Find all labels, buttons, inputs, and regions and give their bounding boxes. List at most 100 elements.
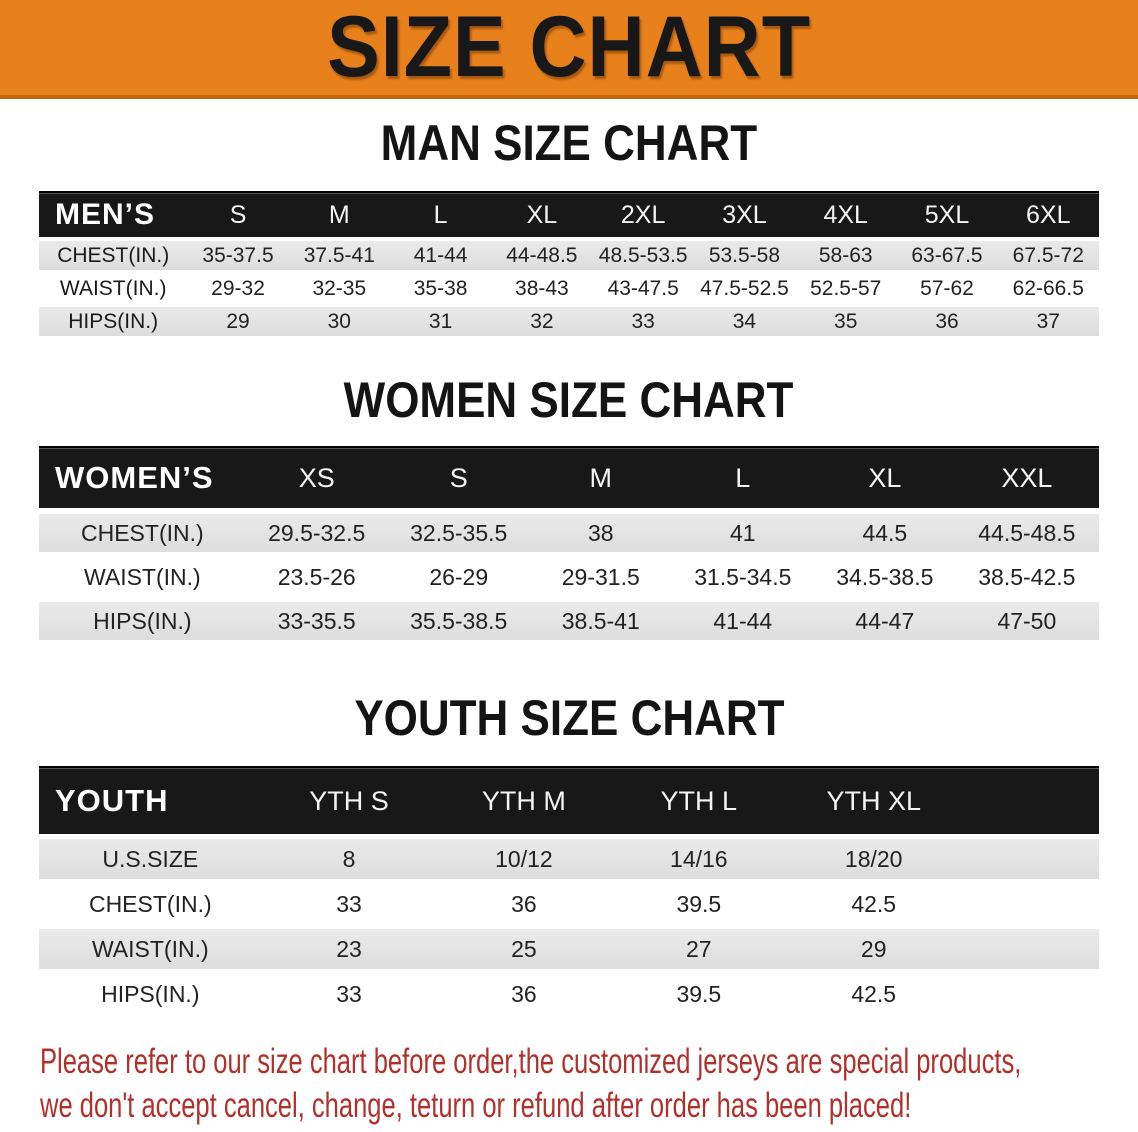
cell-value: 47.5-52.5 bbox=[700, 276, 789, 300]
cell-value: 31.5-34.5 bbox=[694, 563, 792, 590]
youth-size-table: YOUTH YTH S YTH M YTH L YTH XL U.S.SIZE … bbox=[39, 766, 1099, 1014]
cell-value: 23 bbox=[336, 935, 362, 962]
youth-chest-row: CHEST(IN.) 33 36 39.5 42.5 bbox=[39, 884, 1099, 924]
youth-col-l: YTH L bbox=[660, 785, 738, 816]
men-col-m: M bbox=[328, 200, 350, 229]
women-hips-row: HIPS(IN.) 33-35.5 35.5-38.5 38.5-41 41-4… bbox=[39, 602, 1099, 640]
cell-value: 10/12 bbox=[495, 845, 553, 872]
cell-value: 34.5-38.5 bbox=[836, 563, 934, 590]
cell-value: 63-67.5 bbox=[911, 243, 983, 267]
men-col-2xl: 2XL bbox=[620, 200, 666, 229]
youth-section-heading: YOUTH SIZE CHART bbox=[0, 690, 1138, 746]
cell-value: 39.5 bbox=[676, 980, 722, 1007]
youth-col-xl: YTH XL bbox=[826, 785, 921, 816]
women-col-xxl: XXL bbox=[1001, 462, 1053, 493]
men-section-heading-text: MAN SIZE CHART bbox=[380, 115, 758, 171]
youth-col-m: YTH M bbox=[481, 785, 566, 816]
cell-value: 39.5 bbox=[676, 890, 722, 917]
cell-value: 67.5-72 bbox=[1012, 243, 1084, 267]
cell-value: 18/20 bbox=[844, 845, 903, 872]
youth-table-title: YOUTH bbox=[55, 783, 169, 818]
cell-value: 35-38 bbox=[413, 276, 468, 300]
row-label: WAIST(IN.) bbox=[84, 563, 201, 590]
row-label: HIPS(IN.) bbox=[68, 309, 159, 333]
cell-value: 48.5-53.5 bbox=[598, 243, 688, 267]
women-col-xs: XS bbox=[298, 462, 335, 493]
men-table-title: MEN’S bbox=[55, 198, 156, 231]
cell-value: 31 bbox=[428, 309, 453, 333]
cell-value: 36 bbox=[511, 890, 537, 917]
cell-value: 44-48.5 bbox=[506, 243, 578, 267]
youth-col-s: YTH S bbox=[309, 785, 389, 816]
men-section-heading: MAN SIZE CHART bbox=[0, 115, 1138, 171]
cell-value: 29-32 bbox=[211, 276, 265, 300]
men-table-header-row: MEN’S S M L XL 2XL 3XL 4XL 5XL 6XL bbox=[39, 191, 1099, 237]
cell-value: 29 bbox=[860, 935, 887, 962]
men-col-3xl: 3XL bbox=[722, 200, 767, 229]
cell-value: 8 bbox=[342, 845, 356, 872]
cell-value: 30 bbox=[327, 309, 351, 333]
cell-value: 41-44 bbox=[713, 607, 773, 634]
women-col-m: M bbox=[589, 462, 613, 493]
cell-value: 34 bbox=[732, 309, 757, 333]
cell-value: 38.5-42.5 bbox=[978, 563, 1076, 590]
cell-value: 29.5-32.5 bbox=[268, 519, 366, 546]
cell-value: 33-35.5 bbox=[277, 607, 356, 634]
footer-note-line1: Please refer to our size chart before or… bbox=[40, 1042, 1022, 1081]
women-section-heading: WOMEN SIZE CHART bbox=[0, 375, 1138, 425]
men-col-s: S bbox=[229, 200, 247, 229]
cell-value: 33 bbox=[336, 980, 362, 1007]
cell-value: 36 bbox=[511, 980, 537, 1007]
cell-value: 38 bbox=[587, 519, 614, 546]
cell-value: 44.5-48.5 bbox=[978, 519, 1076, 546]
row-label: WAIST(IN.) bbox=[91, 935, 209, 962]
cell-value: 42.5 bbox=[851, 890, 897, 917]
women-chest-row: CHEST(IN.) 29.5-32.5 32.5-35.5 38 41 44.… bbox=[39, 514, 1099, 552]
cell-value: 36 bbox=[935, 309, 959, 333]
cell-value: 23.5-26 bbox=[277, 563, 356, 590]
cell-value: 14/16 bbox=[670, 845, 728, 872]
men-hips-row: HIPS(IN.) 29 30 31 32 33 34 35 36 37 bbox=[39, 307, 1099, 336]
cell-value: 57-62 bbox=[920, 276, 974, 300]
cell-value: 35.5-38.5 bbox=[410, 607, 508, 634]
cell-value: 32.5-35.5 bbox=[410, 519, 508, 546]
cell-value: 32-35 bbox=[312, 276, 367, 300]
cell-value: 38.5-41 bbox=[561, 607, 640, 634]
cell-value: 47-50 bbox=[997, 607, 1057, 634]
footer-note-line2: we don't accept cancel, change, teturn o… bbox=[40, 1086, 912, 1125]
banner-title: SIZE CHART bbox=[327, 0, 811, 95]
youth-waist-row: WAIST(IN.) 23 25 27 29 bbox=[39, 929, 1099, 969]
cell-value: 41-44 bbox=[413, 243, 468, 267]
men-size-table: MEN’S S M L XL 2XL 3XL 4XL 5XL 6XL CHEST… bbox=[39, 191, 1099, 336]
cell-value: 37 bbox=[1036, 309, 1060, 333]
row-label: HIPS(IN.) bbox=[101, 980, 200, 1007]
men-waist-row: WAIST(IN.) 29-32 32-35 35-38 38-43 43-47… bbox=[39, 274, 1099, 303]
youth-section-heading-text: YOUTH SIZE CHART bbox=[353, 690, 785, 746]
men-col-5xl: 5XL bbox=[924, 200, 970, 229]
men-col-l: L bbox=[433, 200, 448, 229]
men-col-xl: XL bbox=[526, 200, 558, 229]
cell-value: 37.5-41 bbox=[303, 243, 375, 267]
footer-note: Please refer to our size chart before or… bbox=[0, 1040, 1138, 1128]
cell-value: 41 bbox=[730, 519, 756, 546]
women-table-title: WOMEN’S bbox=[55, 460, 214, 495]
row-label: CHEST(IN.) bbox=[88, 890, 212, 917]
cell-value: 52.5-57 bbox=[810, 276, 882, 300]
women-table-header-row: WOMEN’S XS S M L XL XXL bbox=[39, 446, 1099, 508]
row-label: CHEST(IN.) bbox=[81, 519, 204, 546]
cell-value: 53.5-58 bbox=[708, 243, 781, 267]
cell-value: 25 bbox=[511, 935, 537, 962]
men-col-6xl: 6XL bbox=[1026, 200, 1071, 229]
women-size-table: WOMEN’S XS S M L XL XXL CHEST(IN.) 29.5-… bbox=[39, 446, 1099, 640]
cell-value: 33 bbox=[631, 309, 655, 333]
banner: SIZE CHART bbox=[0, 0, 1138, 99]
youth-hips-row: HIPS(IN.) 33 36 39.5 42.5 bbox=[39, 974, 1099, 1014]
men-col-4xl: 4XL bbox=[823, 200, 868, 229]
youth-ussize-row: U.S.SIZE 8 10/12 14/16 18/20 bbox=[39, 839, 1099, 879]
cell-value: 58-63 bbox=[818, 243, 873, 267]
cell-value: 29-31.5 bbox=[561, 563, 640, 590]
cell-value: 33 bbox=[336, 890, 362, 917]
row-label: HIPS(IN.) bbox=[93, 607, 192, 634]
cell-value: 35-37.5 bbox=[202, 243, 274, 267]
